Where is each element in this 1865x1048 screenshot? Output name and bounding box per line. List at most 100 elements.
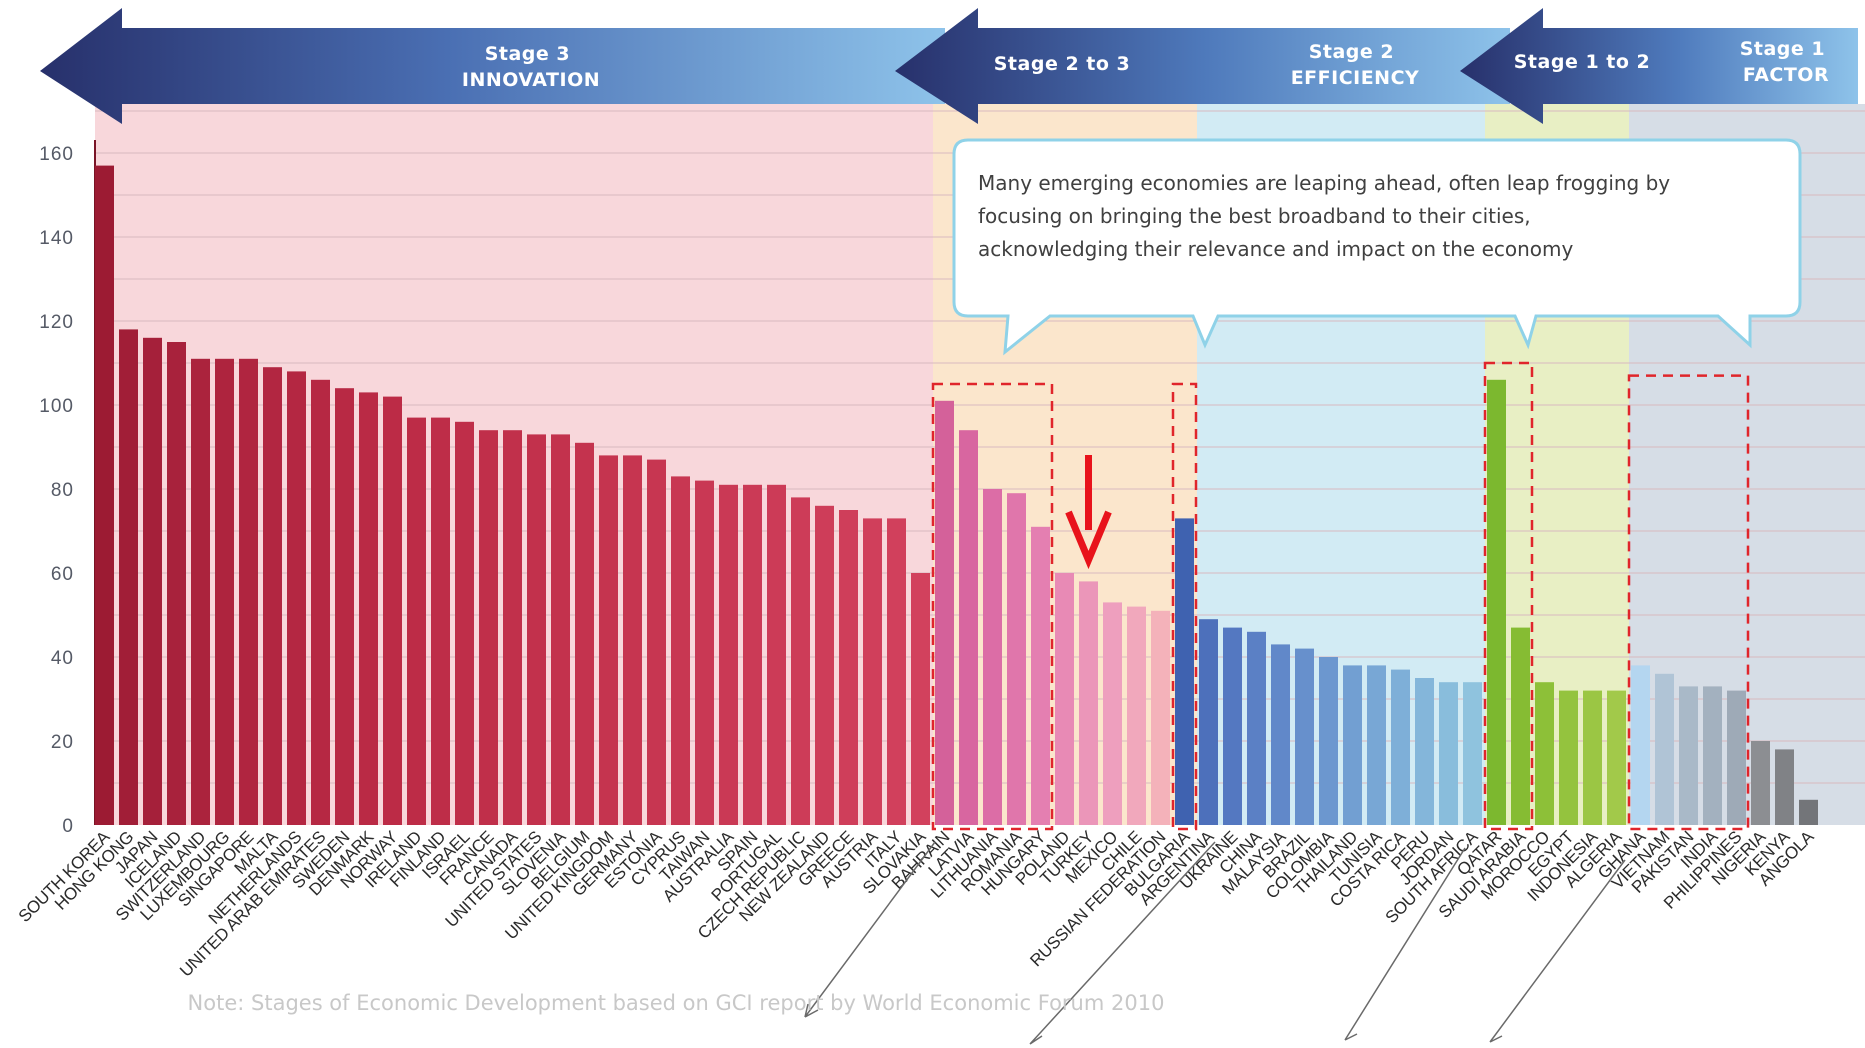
bar [719,484,738,825]
bar [623,455,642,825]
bar [1583,690,1602,825]
stage-1-to-2-title: Stage 1 to 2 [1514,51,1651,73]
bar [911,573,930,825]
bar [1343,665,1362,825]
bar [1727,690,1746,825]
bar [551,434,570,825]
bar [1079,581,1098,825]
bar [1055,573,1074,825]
stage-3-subtitle: INNOVATION [462,69,600,91]
bar [383,396,402,825]
bar [1367,665,1386,825]
bar [1103,602,1122,825]
y-tick-label: 100 [39,396,74,417]
stage-2-subtitle: EFFICIENCY [1291,67,1420,89]
stage-arrows: Stage 3 INNOVATION Stage 2 to 3 Stage 2 … [40,8,1858,124]
stage-arrow-shape [1460,8,1858,124]
bar [1607,690,1626,825]
bar [1391,669,1410,825]
bar [431,417,450,825]
bar [1007,493,1026,825]
bar [1127,606,1146,825]
callout-bubble [952,138,1802,356]
highlight-box [1627,374,1750,831]
callout-text: Many emerging economies are leaping ahea… [978,171,1677,261]
bar [983,489,1002,825]
callout-line: Many emerging economies are leaping ahea… [978,171,1670,195]
stage-2-title: Stage 2 [1309,41,1394,63]
bar [1655,673,1674,825]
bar [287,371,306,825]
bar [95,165,114,826]
bar [1295,648,1314,825]
y-tick-label: 160 [39,144,74,165]
bar [527,434,546,825]
stage-3-label: Stage 3 INNOVATION [462,43,600,91]
bar [767,484,786,825]
red-arrow-marker [1065,455,1112,570]
bar [1175,518,1194,825]
bar [1271,644,1290,825]
bar [1319,657,1338,825]
bar [791,497,810,825]
y-tick-label: 40 [51,648,74,669]
bar [863,518,882,825]
connector-line [804,841,936,1018]
highlight-box [1171,382,1198,831]
bar [959,430,978,825]
bar [359,392,378,825]
bar [1415,678,1434,825]
bar [1487,379,1506,825]
bar [263,367,282,825]
stage-arrow-shape [895,8,1510,124]
bar [1775,749,1794,825]
stage-2-label: Stage 2 EFFICIENCY [1291,41,1420,89]
bar [1559,690,1578,825]
highlight-box [1483,361,1534,831]
bar [1631,665,1650,825]
bar [215,358,234,825]
y-tick-label: 0 [62,816,74,837]
bar [407,417,426,825]
connector-line [1344,847,1466,1041]
bar [695,480,714,825]
bar [239,358,258,825]
bar [143,337,162,825]
bar [1535,682,1554,825]
bar [119,329,138,825]
bar [743,484,762,825]
stage-2-to-3-label: Stage 2 to 3 [994,53,1131,75]
bar [1199,619,1218,825]
bar [887,518,906,825]
stage-1-to-2-label: Stage 1 to 2 [1514,51,1651,73]
stage-1-title: Stage 1 [1740,38,1825,60]
bar [815,505,834,825]
bar [1679,686,1698,825]
y-tick-label: 140 [39,228,74,249]
red-arrow-head [1065,510,1112,570]
bar [1511,627,1530,825]
connector-lines [804,841,1626,1045]
stage-arrow-shape [40,8,945,124]
highlight-boxes [931,361,1750,831]
bar [167,342,186,825]
bar [647,459,666,825]
y-tick-label: 120 [39,312,74,333]
bar [575,442,594,825]
bar [1247,631,1266,825]
bar [503,430,522,825]
y-tick-label: 80 [51,480,74,501]
bar [839,510,858,825]
callout-line: acknowledging their relevance and impact… [978,237,1574,261]
footnote: Note: Stages of Economic Development bas… [188,991,1165,1015]
y-axis-ticks: 0 20 40 60 80 100 120 140 160 [39,144,74,837]
bar [1751,741,1770,825]
bar [1703,686,1722,825]
bar [479,430,498,825]
connector-line [1489,859,1626,1043]
bar [935,400,954,825]
bar [1151,610,1170,825]
connector-line [1029,841,1216,1045]
stage-3-title: Stage 3 [485,43,570,65]
